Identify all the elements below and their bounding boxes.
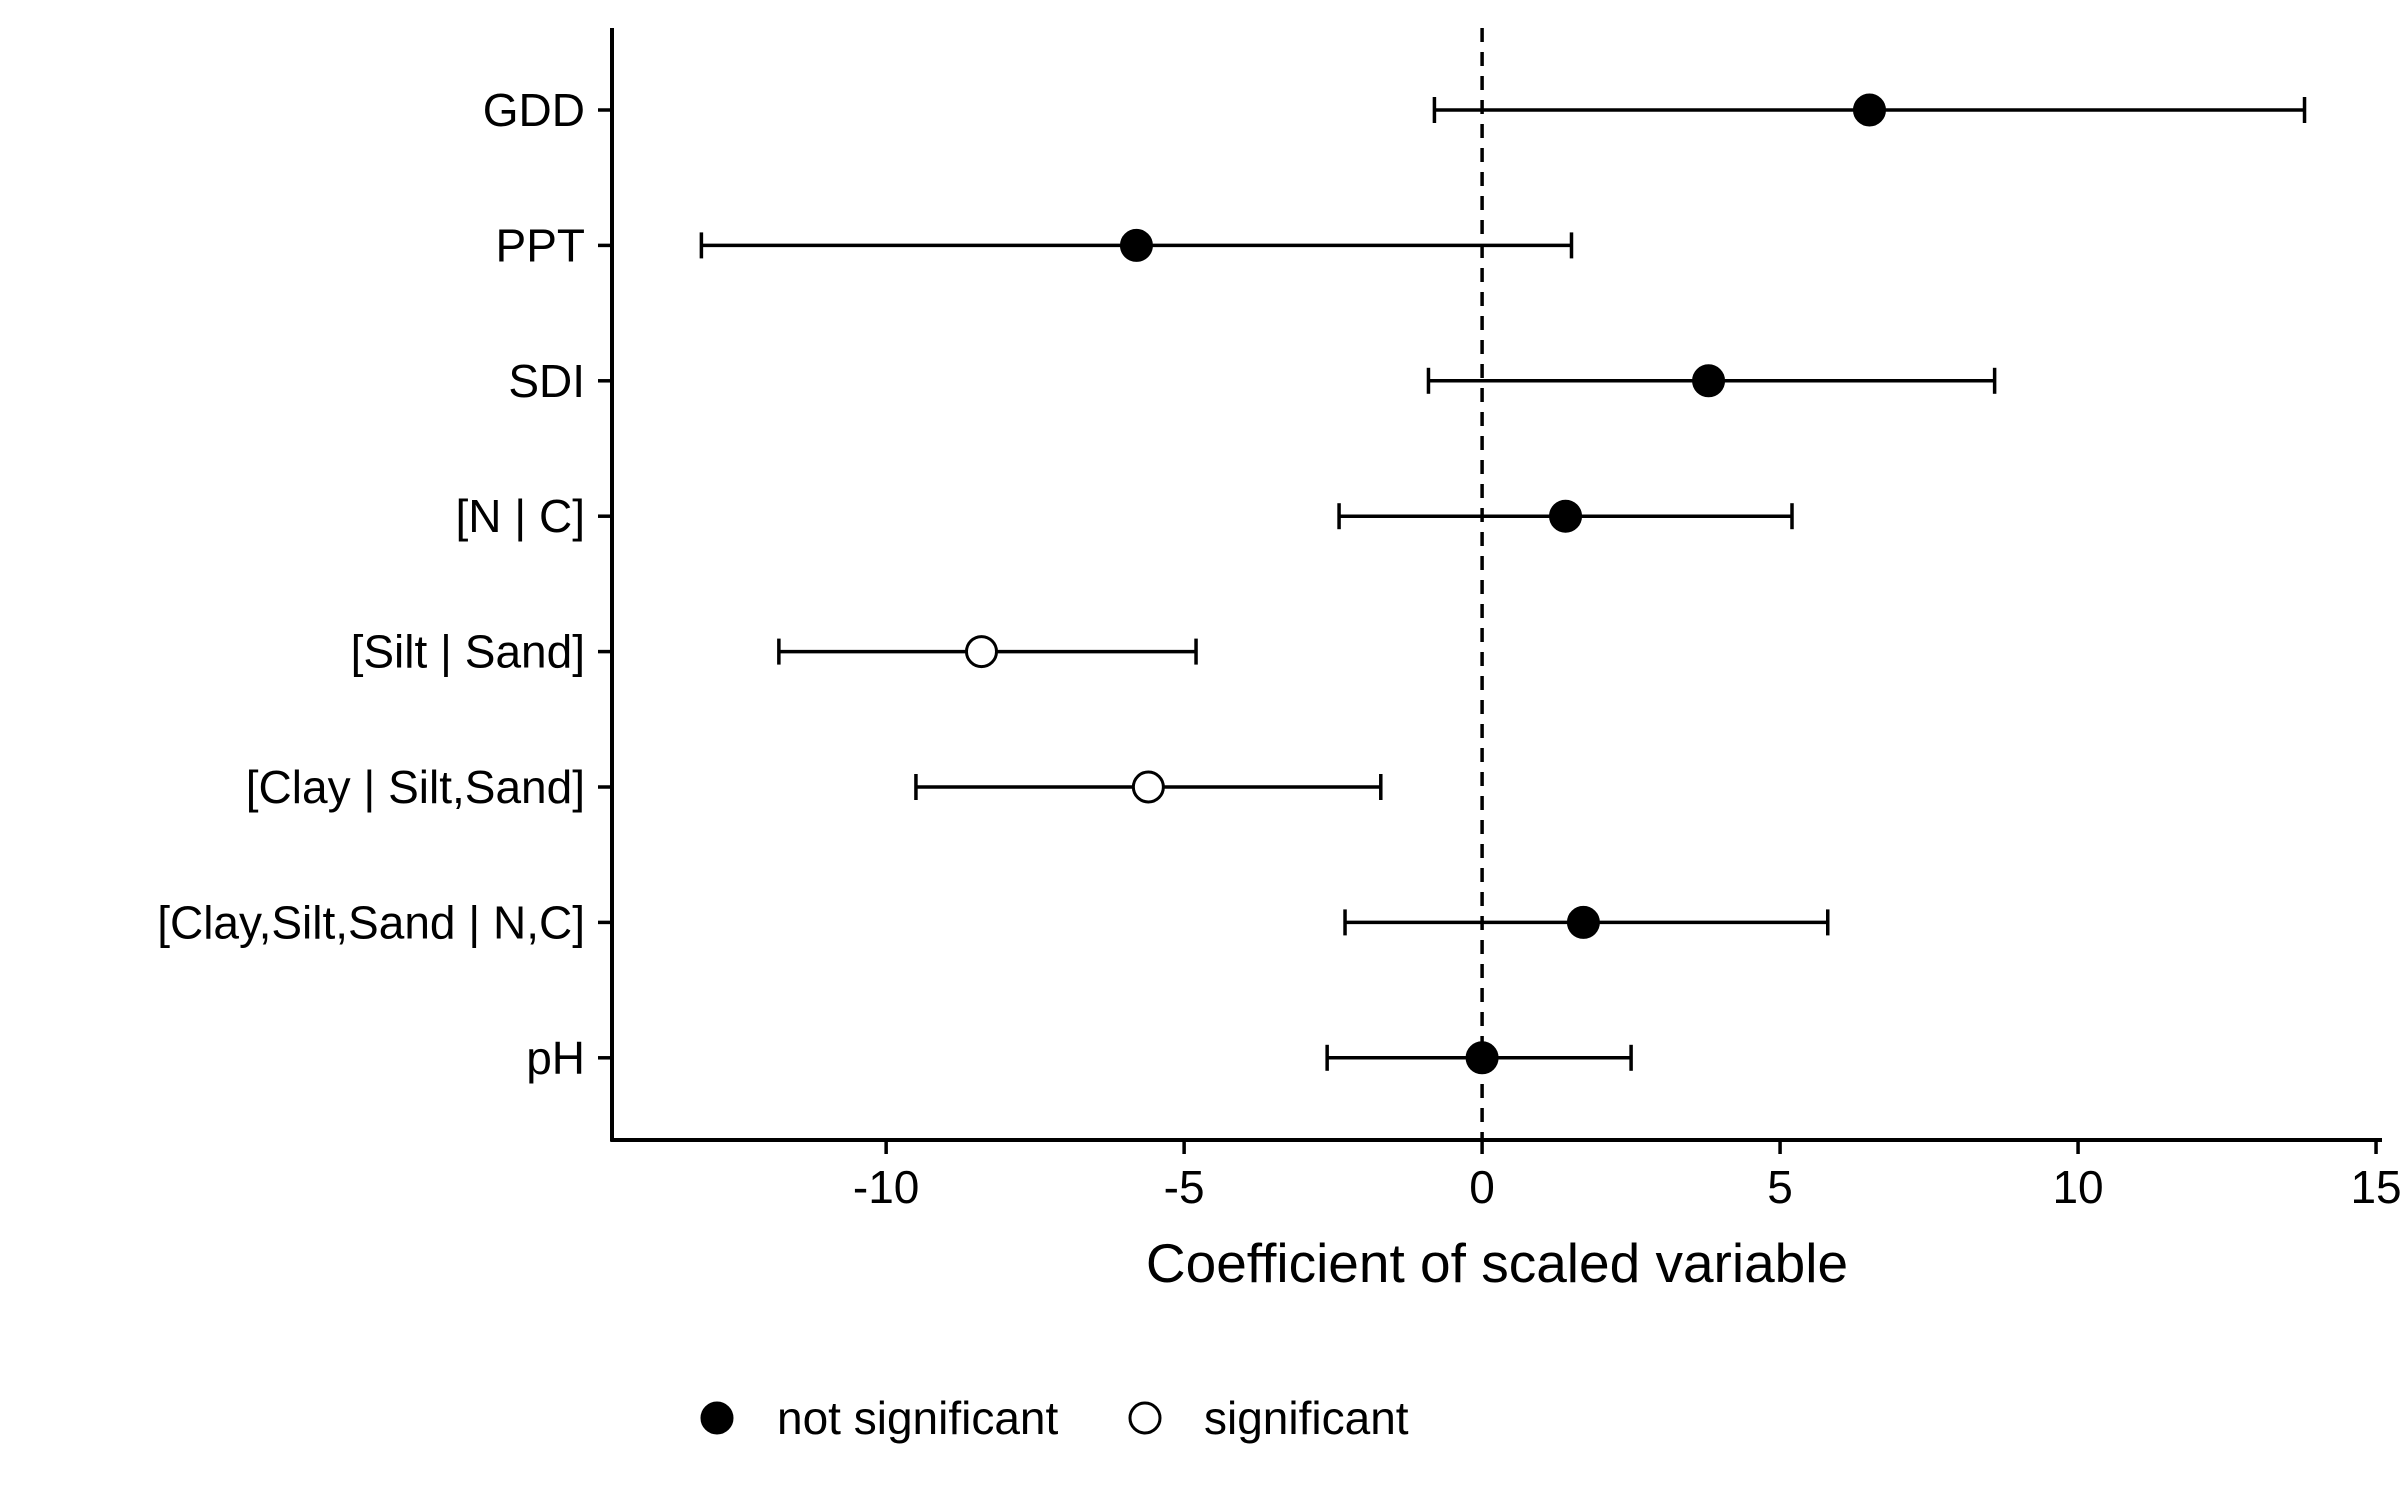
legend-label: significant xyxy=(1204,1392,1409,1444)
y-category-label: PPT xyxy=(496,219,585,271)
plot-area xyxy=(699,28,2307,1140)
x-tick-label: 15 xyxy=(2350,1161,2400,1213)
legend-label: not significant xyxy=(777,1392,1058,1444)
x-tick-label: 5 xyxy=(1767,1161,1793,1213)
legend: not significant significant xyxy=(700,1392,1409,1444)
point-significant xyxy=(1131,770,1165,804)
point-not-significant xyxy=(1852,93,1886,127)
legend-marker-significant xyxy=(1128,1401,1162,1435)
y-axis: GDD PPT SDI [N | C] [Silt | Sand] [Clay | Sil… xyxy=(157,28,614,1142)
x-tick-label: -10 xyxy=(853,1161,919,1213)
y-category-label: [N | C] xyxy=(455,490,585,542)
x-tick-label: 0 xyxy=(1469,1161,1495,1213)
x-axis: -10 -5 0 5 10 15 xyxy=(610,1138,2400,1213)
point-not-significant xyxy=(1692,364,1726,398)
y-category-label: [Silt | Sand] xyxy=(351,626,585,678)
legend-marker-not-significant xyxy=(700,1401,734,1435)
x-axis-title: Coefficient of scaled variable xyxy=(1146,1232,1848,1294)
y-category-label: pH xyxy=(526,1032,585,1084)
x-tick-label: -5 xyxy=(1164,1161,1205,1213)
point-not-significant xyxy=(1549,499,1583,533)
point-not-significant xyxy=(1119,228,1153,262)
y-category-label: SDI xyxy=(508,355,585,407)
point-not-significant xyxy=(1465,1041,1499,1075)
y-category-label: [Clay | Silt,Sand] xyxy=(246,761,585,813)
x-tick-label: 10 xyxy=(2052,1161,2103,1213)
y-category-label: [Clay,Silt,Sand | N,C] xyxy=(157,896,585,948)
point-significant xyxy=(964,635,998,669)
y-category-label: GDD xyxy=(483,84,585,136)
point-not-significant xyxy=(1566,905,1600,939)
